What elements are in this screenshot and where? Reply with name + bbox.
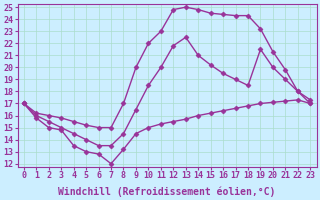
X-axis label: Windchill (Refroidissement éolien,°C): Windchill (Refroidissement éolien,°C)	[58, 186, 276, 197]
